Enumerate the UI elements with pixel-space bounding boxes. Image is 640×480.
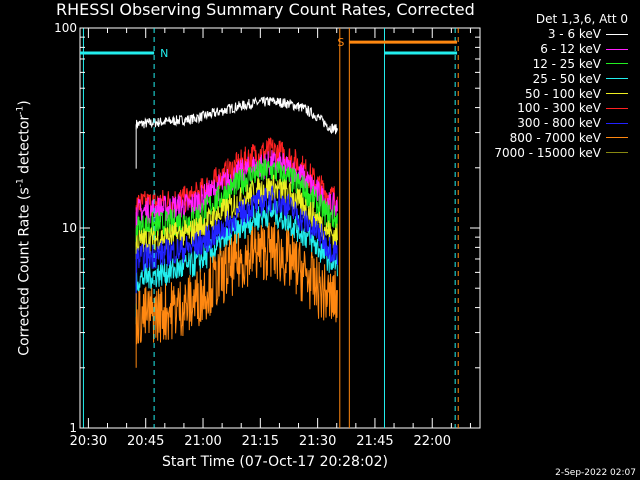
series-layer	[135, 96, 338, 368]
x-axis-label: Start Time (07-Oct-17 20:28:02)	[162, 454, 388, 470]
y-axis-label-base: Corrected Count Rate (s	[16, 187, 33, 356]
legend-swatch	[606, 93, 628, 95]
legend-header: Det 1,3,6, Att 0	[535, 12, 628, 26]
legend-entry-label: 6 - 12 keV	[540, 42, 601, 57]
series-line	[135, 222, 338, 345]
y-axis-label-mid: detector	[16, 114, 33, 179]
legend-entry-label: 12 - 25 keV	[532, 56, 601, 71]
legend-entry: 3 - 6 keV	[494, 27, 628, 42]
series-line	[135, 185, 338, 273]
y-axis-label: Corrected Count Rate (s-1 detector-1)	[16, 100, 33, 355]
legend-entry: 100 - 300 keV	[494, 101, 628, 116]
x-tick-label: 21:00	[184, 434, 221, 449]
legend-entry-label: 300 - 800 keV	[517, 116, 601, 131]
x-tick-label: 21:15	[242, 434, 279, 449]
legend: 3 - 6 keV 6 - 12 keV 12 - 25 keV 25 - 50 ke…	[494, 27, 628, 160]
series-line	[135, 96, 338, 135]
legend-swatch	[606, 48, 628, 50]
legend-entry: 50 - 100 keV	[494, 86, 628, 101]
legend-entry-label: 100 - 300 keV	[517, 101, 601, 116]
y-tick-label: 100	[54, 21, 77, 35]
legend-swatch	[606, 137, 628, 139]
x-tick-label: 20:30	[70, 434, 107, 449]
legend-swatch	[606, 78, 628, 80]
legend-entry-label: 800 - 7000 keV	[509, 130, 601, 145]
legend-entry-label: 50 - 100 keV	[524, 86, 601, 101]
x-tick-label: 21:30	[299, 434, 336, 449]
legend-entry: 25 - 50 keV	[494, 71, 628, 86]
ticks-layer: 1 10 100 20:30 20:45 21:00 21:15 21:30 21:45 22:0…	[54, 21, 480, 449]
y-axis-label-sup1: -1	[15, 178, 26, 188]
y-tick-label: 1	[69, 421, 77, 435]
legend-entry: 6 - 12 keV	[494, 42, 628, 57]
legend-swatch	[606, 122, 628, 124]
legend-entry-label: 3 - 6 keV	[547, 27, 601, 42]
y-axis-label-end: )	[16, 100, 33, 106]
legend-entry: 12 - 25 keV	[494, 57, 628, 72]
footer-timestamp: 2-Sep-2022 02:07	[555, 468, 636, 478]
markers-layer: NS	[80, 28, 459, 428]
x-tick-label: 21:45	[356, 434, 393, 449]
y-tick-label: 10	[62, 221, 77, 235]
chart-title: RHESSI Observing Summary Count Rates, Co…	[56, 0, 475, 19]
x-tick-label: 22:00	[414, 434, 451, 449]
series-line	[135, 200, 338, 293]
legend-entry-label: 25 - 50 keV	[532, 71, 601, 86]
legend-swatch	[606, 63, 628, 65]
y-axis-label-sup2: -1	[15, 105, 26, 115]
flag-label: N	[160, 47, 168, 60]
legend-entry-label: 7000 - 15000 keV	[494, 145, 601, 160]
x-tick-label: 20:45	[127, 434, 164, 449]
legend-swatch	[606, 107, 628, 109]
flag-label: S	[337, 36, 344, 49]
legend-entry: 800 - 7000 keV	[494, 131, 628, 146]
legend-entry: 7000 - 15000 keV	[494, 145, 628, 160]
legend-entry: 300 - 800 keV	[494, 116, 628, 131]
legend-swatch	[606, 33, 628, 35]
legend-swatch	[606, 152, 628, 154]
